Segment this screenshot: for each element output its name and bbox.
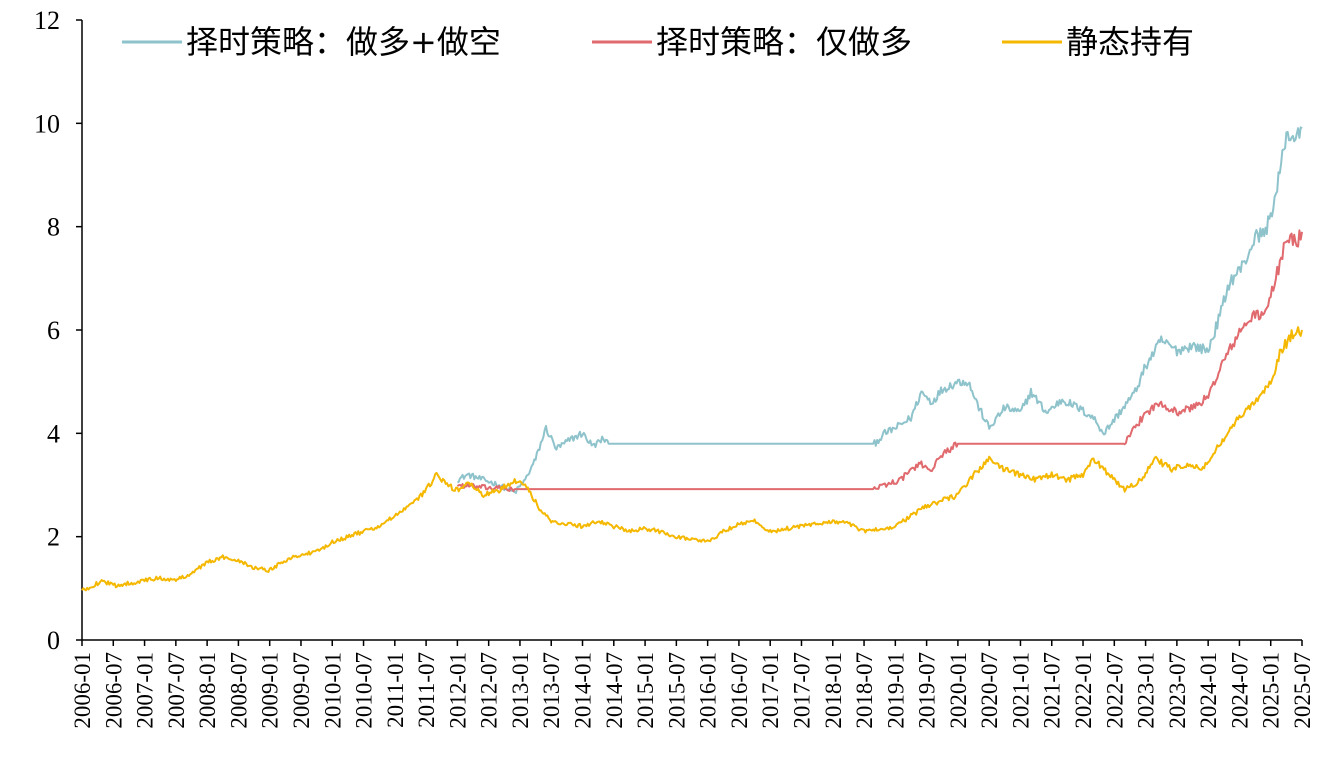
x-tick-label: 2011-01 xyxy=(383,652,408,728)
x-tick-label: 2022-07 xyxy=(1102,652,1127,729)
x-tick-label: 2016-01 xyxy=(696,652,721,729)
series-layer xyxy=(81,126,1303,592)
x-tick-label: 2023-07 xyxy=(1165,652,1190,729)
x-tick-label: 2013-07 xyxy=(539,652,564,729)
x-tick-label: 2018-07 xyxy=(852,652,877,729)
x-tick-label: 2021-01 xyxy=(1008,652,1033,729)
y-tick-label: 0 xyxy=(47,626,60,655)
y-tick-label: 6 xyxy=(47,316,60,345)
x-tick-label: 2010-07 xyxy=(352,652,377,729)
series-line-1 xyxy=(456,126,1303,494)
x-tick-label: 2009-07 xyxy=(289,652,314,729)
x-tick-label: 2014-07 xyxy=(602,652,627,729)
x-tick-label: 2013-01 xyxy=(508,652,533,729)
x-tick-label: 2023-01 xyxy=(1134,652,1159,729)
legend-label-2: 择时策略：仅做多 xyxy=(656,23,912,61)
x-tick-label: 2010-01 xyxy=(320,652,345,729)
x-tick-label: 2007-01 xyxy=(133,652,158,729)
x-tick-label: 2020-01 xyxy=(946,652,971,729)
x-tick-label: 2025-01 xyxy=(1259,652,1284,729)
x-tick-label: 2018-01 xyxy=(821,652,846,729)
x-tick-label: 2008-01 xyxy=(195,652,220,729)
x-tick-label: 2017-01 xyxy=(758,652,783,729)
x-tick-label: 2017-07 xyxy=(789,652,814,729)
series-line-3 xyxy=(81,326,1303,592)
x-tick-label: 2014-01 xyxy=(571,652,596,729)
legend-label-3: 静态持有 xyxy=(1066,23,1194,61)
x-tick-label: 2022-01 xyxy=(1071,652,1096,729)
x-tick-label: 2012-01 xyxy=(445,652,470,729)
x-tick-label: 2019-07 xyxy=(915,652,940,729)
x-tick-label: 2021-07 xyxy=(1040,652,1065,729)
x-tick-label: 2016-07 xyxy=(727,652,752,729)
x-tick-label: 2015-07 xyxy=(664,652,689,729)
x-tick-label: 2024-07 xyxy=(1227,652,1252,729)
x-tick-label: 2008-07 xyxy=(226,652,251,729)
x-tick-label: 2009-01 xyxy=(258,652,283,729)
y-tick-label: 2 xyxy=(47,523,60,552)
x-tick-label: 2019-01 xyxy=(883,652,908,729)
y-tick-label: 8 xyxy=(47,213,60,242)
x-tick-label: 2006-07 xyxy=(101,652,126,729)
y-tick-label: 12 xyxy=(34,6,60,35)
x-tick-label: 2015-01 xyxy=(633,652,658,729)
legend-label-1: 择时策略：做多+做空 xyxy=(186,23,501,61)
x-tick-label: 2020-07 xyxy=(977,652,1002,729)
x-tick-label: 2007-07 xyxy=(164,652,189,729)
series-line-2 xyxy=(456,229,1303,493)
x-tick-label: 2011-07 xyxy=(414,652,439,728)
y-tick-label: 4 xyxy=(47,419,60,448)
x-tick-label: 2006-01 xyxy=(70,652,95,729)
legend: 择时策略：做多+做空 择时策略：仅做多 静态持有 xyxy=(122,23,1194,61)
x-tick-label: 2024-01 xyxy=(1196,652,1221,729)
x-tick-label: 2012-07 xyxy=(477,652,502,729)
y-tick-label: 10 xyxy=(34,109,60,138)
x-tick-label: 2025-07 xyxy=(1290,652,1315,729)
